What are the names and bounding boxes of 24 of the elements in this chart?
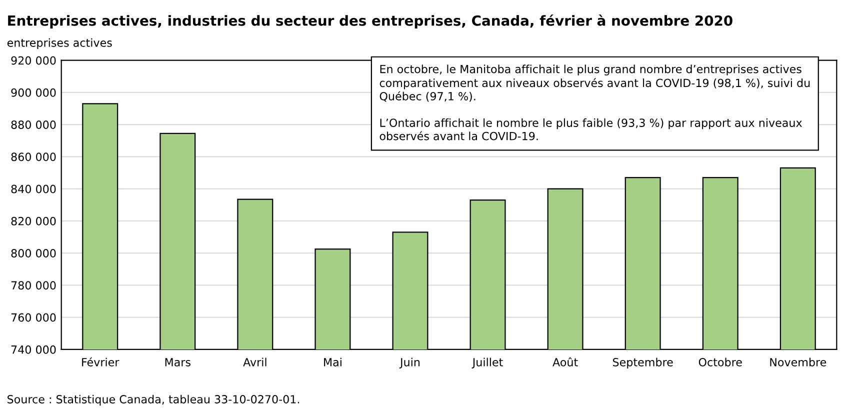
chart-title: Entreprises actives, industries du secteur des entreprises, Canada, février à novembre 2020 [8, 14, 732, 29]
y-axis-title: entreprises actives [7, 38, 112, 50]
x-tick-label: Mai [324, 358, 342, 366]
x-tick-label: Octobre [698, 358, 742, 366]
y-tick-label: 900 000 [11, 88, 56, 97]
x-tick-label: Février [82, 357, 120, 366]
y-tick-label: 880 000 [11, 120, 56, 129]
x-tick-label: Août [552, 357, 578, 366]
y-tick-label: 800 000 [11, 249, 56, 258]
x-tick-label: Juin [399, 358, 420, 368]
source-note: Source : Statistique Canada, tableau 33-10-0270-01. [8, 394, 300, 406]
text: En octobre, le Manitoba affichait le plus grand nombre d’entreprises actives comparativement aux niveaux observés avant la COVID-19 (98,1 %), suivi du Québec (97,1 %). L’Ontario affichait le nombre le plus faible (93,3 %) par rapport aux niveaux observés avant la COVID-19. [380, 64, 810, 140]
y-tick-label: 840 000 [11, 184, 56, 194]
y-tick-label: 920 000 [11, 56, 56, 65]
y-tick-label: 780 000 [11, 281, 56, 290]
x-tick-label: Septembre [612, 358, 673, 369]
y-tick-label: 760 000 [11, 313, 56, 322]
y-tick-label: 820 000 [11, 216, 56, 226]
x-tick-label: Novembre [770, 358, 826, 366]
y-tick-label: 860 000 [11, 152, 56, 162]
x-tick-label: Juillet [472, 358, 503, 368]
x-tick-label: Avril [243, 358, 266, 366]
x-tick-label: Mars [165, 358, 190, 366]
y-tick-label: 740 000 [11, 345, 56, 354]
